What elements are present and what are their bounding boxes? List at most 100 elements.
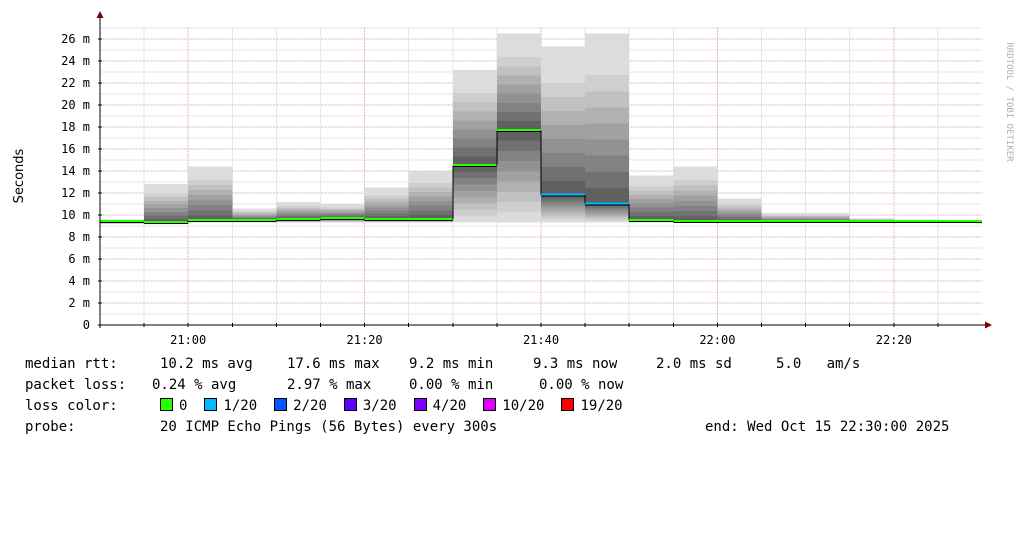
y-tick-label: 14 m [61,164,90,178]
smoke-band-inner [496,102,541,162]
smoke-band-inner [408,182,453,223]
loss-color-item: 10/20 [483,396,544,417]
smoke-band-inner [585,107,630,217]
smoke-band-inner [144,208,189,223]
median-rtt-am: 5.0 am/s [776,356,861,372]
smoke-band-inner [276,214,321,221]
smoke-band-inner [188,195,233,222]
smoke-band-inner [717,210,762,223]
y-tick-label: 26 m [61,32,90,46]
smoke-band-inner [673,206,718,222]
smoke-band-inner [673,211,718,222]
smoke-band-outer [805,212,850,223]
smoke-band-inner [805,216,850,223]
smoke-band-inner [717,206,762,223]
loss-color-item: 1/20 [204,396,257,417]
loss-color-value: 10/20 [502,398,545,414]
packet-loss-min: 0.00 % min [409,377,494,393]
smoke-band-inner [585,75,630,221]
smoke-band-inner [717,212,762,223]
median-rtt-min: 9.2 ms min [409,356,494,372]
loss-color-swatch [413,398,427,411]
smoke-band-inner [276,211,321,222]
smoke-band-inner [144,197,189,223]
smoke-band-inner [364,201,409,222]
smoke-band-inner [232,211,277,223]
loss-color-swatch [483,398,497,411]
smoke-band-outer [188,166,233,223]
smoke-band-inner [232,212,277,223]
smoke-band-inner [188,200,233,222]
y-tick-label: 2 m [68,296,90,310]
smoke-band-outer [585,33,630,223]
smoke-band-inner [320,212,365,221]
smoke-band-outer [673,166,718,223]
probe-label: probe: [25,419,76,435]
smoke-band-inner [452,147,497,179]
x-tick-labels: 21:00 21:20 21:40 22:00 22:20 [170,333,912,347]
y-tick-label: 24 m [61,54,90,68]
smoke-band-inner [144,204,189,223]
smoke-band-inner [629,190,674,223]
smoke-band-inner [364,210,409,221]
probe-description: 20 ICMP Echo Pings (56 Bytes) every 300s [160,419,498,435]
y-axis-arrow [96,11,104,18]
smoke-band-inner [673,190,718,223]
smoke-band-outer [761,212,806,223]
smoke-band-inner [452,111,497,204]
smoke-band-inner [188,215,233,221]
loss-color-items: 0 1/20 2/20 3/20 4/20 10/20 19/20 [160,396,640,417]
smoke-band-inner [585,123,630,215]
smoke-band-inner [673,200,718,223]
smoke-band-outer [276,201,321,223]
loss-color-swatch [343,398,357,411]
loss-color-swatch [160,398,173,411]
smoke-band-inner [144,211,189,223]
y-tick-label: 16 m [61,142,90,156]
smoke-band-inner [629,203,674,222]
smoke-band-inner [452,129,497,191]
smoke-band-inner [585,139,630,213]
median-rtt-avg: 10.2 ms avg [160,356,253,372]
smoke-band-inner [629,211,674,221]
smoke-band-inner [320,211,365,221]
x-tick-label: 21:00 [170,333,206,347]
smoke-band-inner [232,213,277,222]
smoke-band-outer [541,46,586,223]
smoke-band-inner [673,216,718,222]
loss-color-swatch [274,398,288,411]
smoke-band-inner [496,84,541,182]
smoke-band-inner [364,198,409,222]
smoke-band-inner [408,191,453,222]
smoke-band-outer [408,171,453,223]
smoke-band-inner [408,187,453,222]
packet-loss-now: 0.00 % now [539,377,624,393]
latency-chart: 0 2 m 4 m 6 m 8 m 10 m 12 m 14 m 16 m 18 m 20 m 22 … [12,11,1014,347]
smoke-band-inner [585,187,630,207]
smoke-band-inner [452,93,497,217]
smoke-band-inner [585,171,630,209]
smoke-band-inner [496,93,541,172]
smoke-band-inner [408,205,453,221]
smoke-band-inner [761,217,806,223]
smoke-band-inner [144,219,189,223]
smoke-band-inner [629,216,674,221]
y-tick-label: 10 m [61,208,90,222]
smoke-band-inner [452,138,497,185]
smoke-band-inner [364,204,409,222]
smoke-band-inner [188,179,233,223]
smoke-band-inner [452,120,497,198]
y-tick-label: 4 m [68,274,90,288]
smoke-band-inner [629,194,674,222]
smoke-band-inner [673,185,718,223]
smoke-band-inner [452,102,497,210]
smoke-band-outer [629,175,674,223]
smoke-band-inner [629,186,674,223]
loss-color-row: loss color: 0 1/20 2/20 3/20 4/20 10/20 19/20 [25,396,1015,417]
loss-color-value: 3/20 [362,398,397,414]
median-rtt-now: 9.3 ms now [533,356,618,372]
smoke-band-inner [717,204,762,223]
smoke-band-inner [585,91,630,219]
smoke-band-inner [673,180,718,223]
smoke-band-inner [144,200,189,223]
